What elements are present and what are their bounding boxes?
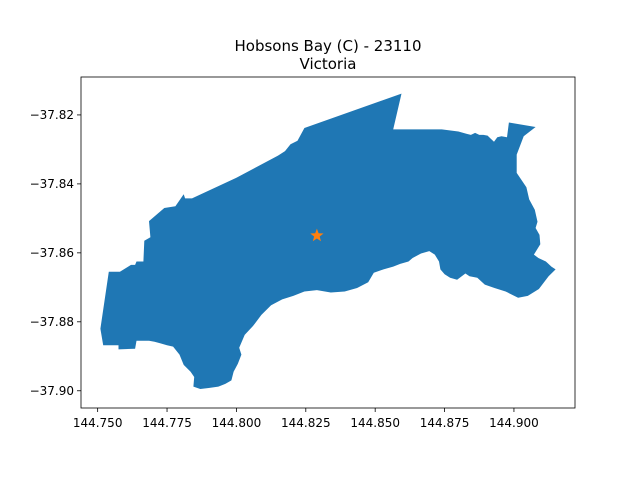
y-tick-label: −37.82 <box>30 108 74 122</box>
marker-layer <box>310 228 324 242</box>
y-tick-label: −37.84 <box>30 177 74 191</box>
axes-frame <box>80 76 576 409</box>
x-tick-label: 144.800 <box>212 416 262 430</box>
x-tick-label: 144.775 <box>142 416 192 430</box>
x-tick-label: 144.875 <box>420 416 470 430</box>
y-tick-label: −37.86 <box>30 246 74 260</box>
x-tick-label: 144.850 <box>350 416 400 430</box>
x-axis: 144.750 144.775 144.800 144.825 144.850 144.8… <box>73 408 539 430</box>
y-tick-label: −37.88 <box>30 315 74 329</box>
x-tick-label: 144.750 <box>73 416 123 430</box>
centroid-star-marker <box>310 228 324 242</box>
x-tick-label: 144.825 <box>281 416 331 430</box>
y-tick-label: −37.90 <box>30 384 74 398</box>
region-boundary-shape <box>100 93 556 389</box>
map-title: Hobsons Bay (C) - 23110 <box>234 37 421 55</box>
map-subtitle: Victoria <box>300 55 357 73</box>
plot-area <box>100 93 556 389</box>
y-axis: −37.82 −37.84 −37.86 −37.88 −37.90 <box>30 108 81 398</box>
x-tick-label: 144.900 <box>489 416 539 430</box>
